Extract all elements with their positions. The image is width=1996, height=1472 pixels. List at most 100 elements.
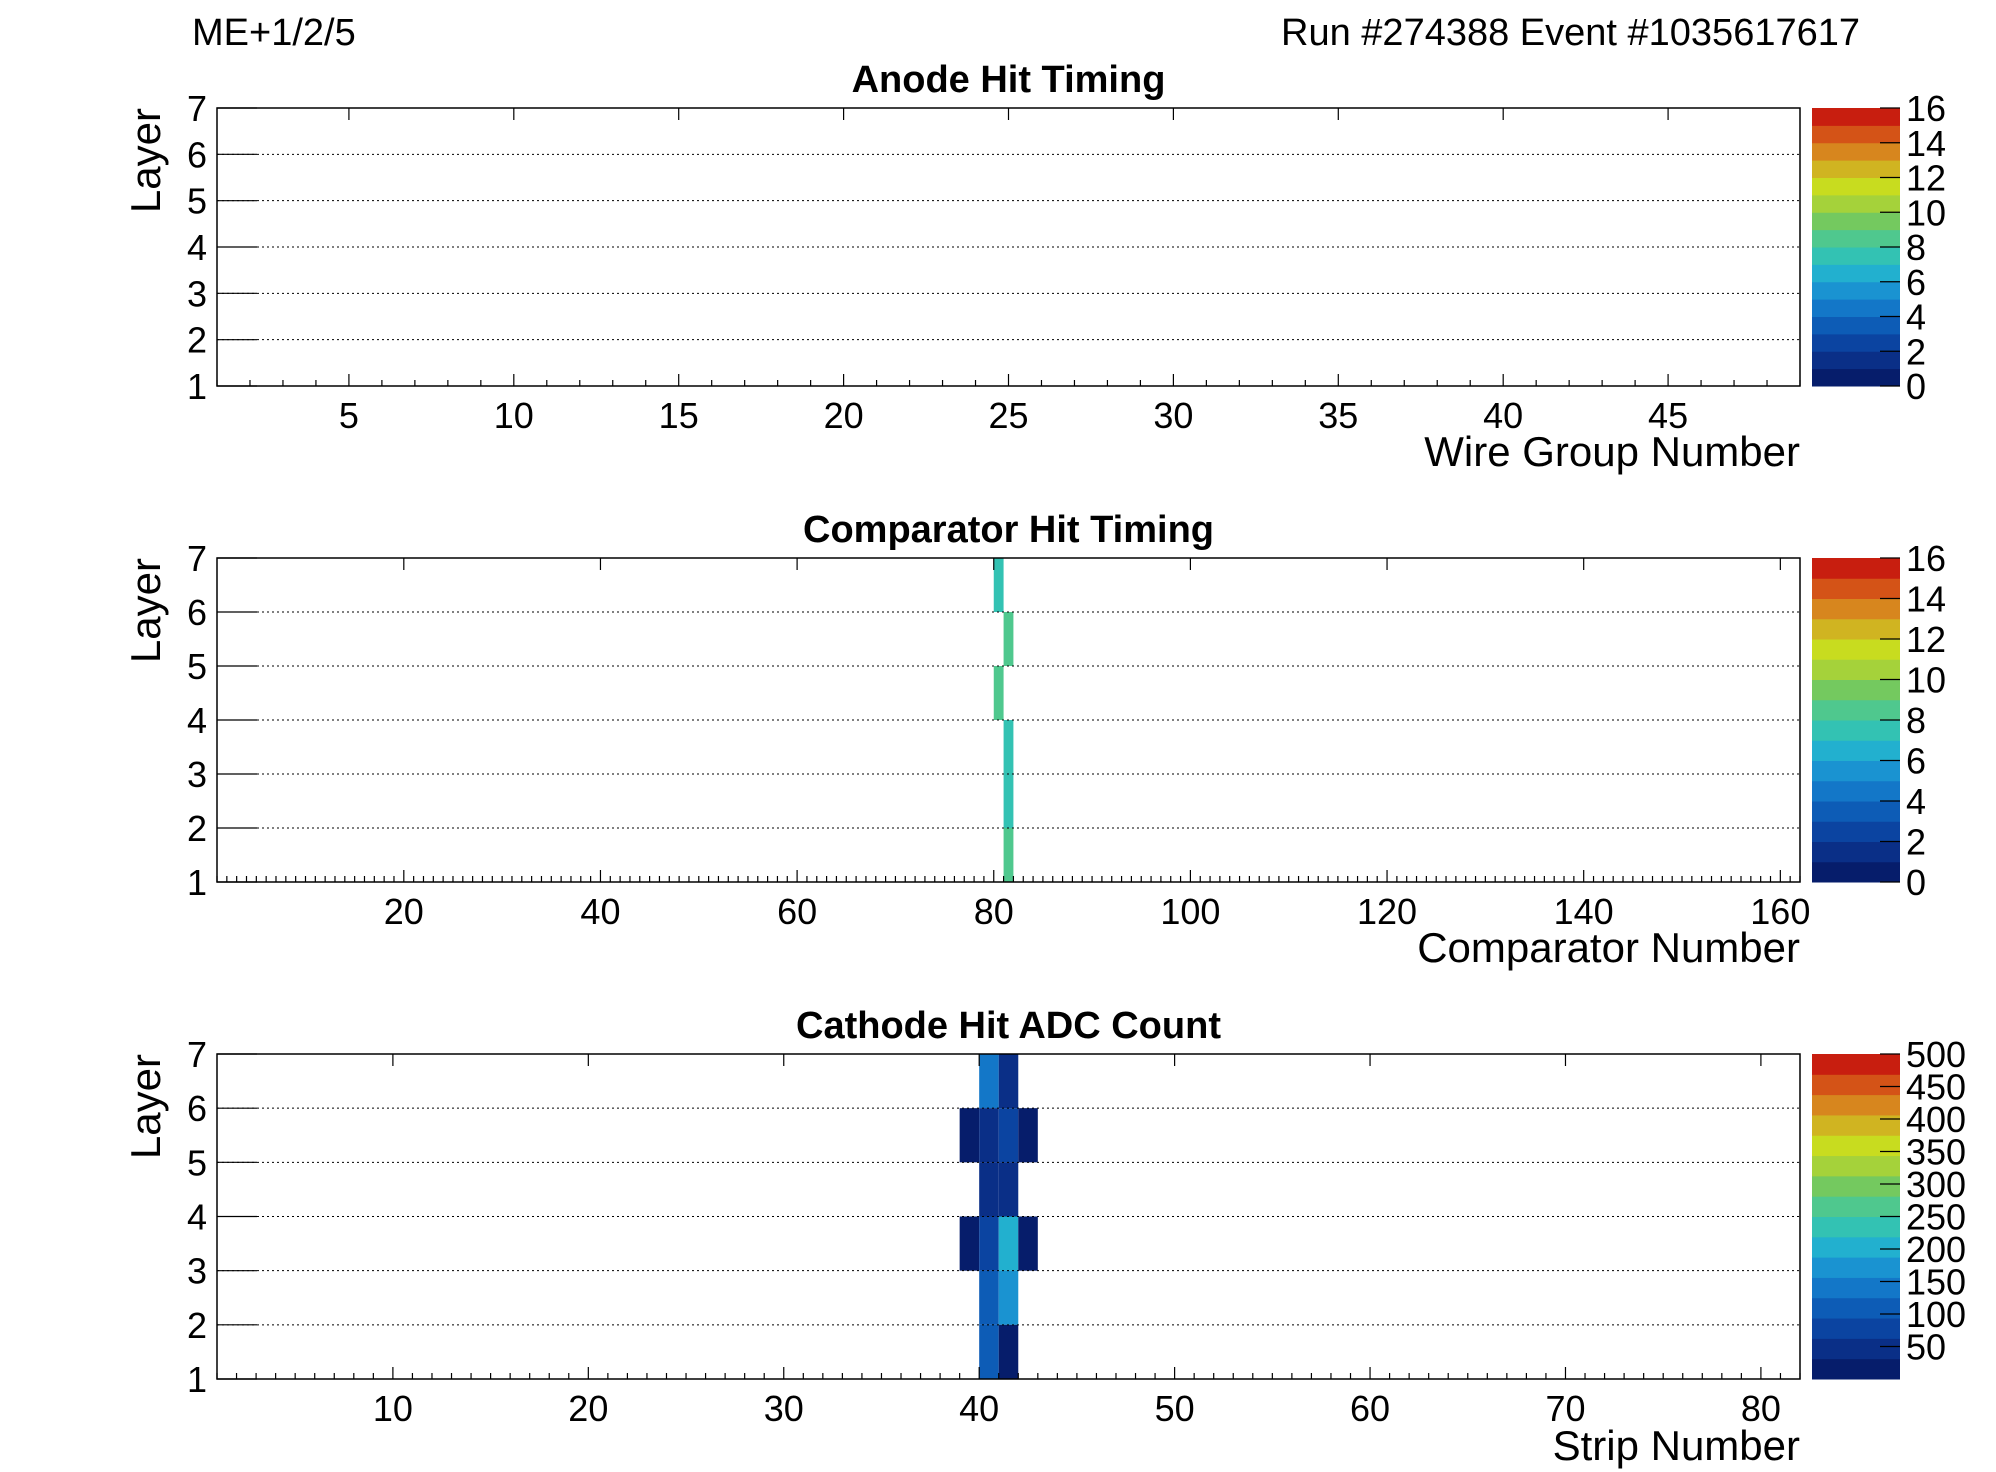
y-tick-label: 6 [187,592,207,633]
z-tick-label: 2 [1906,822,1926,863]
hit-cell [998,1108,1019,1163]
color-band [1812,1074,1900,1096]
z-tick-label: 450 [1906,1067,1966,1108]
x-tick-label: 160 [1750,891,1810,932]
z-tick-label: 4 [1906,781,1926,822]
color-band [1812,264,1900,283]
color-band [1812,1318,1900,1339]
z-tick-label: 250 [1906,1197,1966,1238]
color-band [1812,316,1900,335]
z-tick-label: 50 [1906,1327,1946,1368]
hit-cell [979,1270,999,1325]
z-tick-label: 150 [1906,1262,1966,1303]
x-tick-label: 30 [764,1388,804,1429]
z-tick-label: 8 [1906,227,1926,268]
z-tick-label: 6 [1906,741,1926,782]
z-tick-label: 0 [1906,862,1926,903]
y-axis-label: Layer [122,108,169,213]
y-tick-label: 4 [187,1197,207,1238]
color-band [1812,333,1900,352]
y-tick-label: 3 [187,754,207,795]
z-tick-label: 100 [1906,1294,1966,1335]
x-tick-label: 15 [659,395,699,436]
color-band [1812,1135,1900,1157]
color-band [1812,281,1900,300]
color-band [1812,1297,1900,1319]
hit-cell [998,1162,1019,1217]
hit-cell [1018,1108,1038,1163]
color-band [1812,618,1900,640]
hit-cell [1003,828,1014,882]
z-tick-label: 12 [1906,158,1946,199]
color-band [1812,1358,1900,1380]
x-tick-label: 20 [824,395,864,436]
hit-cell [1003,774,1014,828]
z-tick-label: 12 [1906,619,1946,660]
x-tick-label: 10 [373,1388,413,1429]
hit-cell [993,666,1004,720]
x-tick-label: 20 [568,1388,608,1429]
x-tick-label: 40 [1483,395,1523,436]
y-tick-label: 4 [187,700,207,741]
hit-cell [959,1216,980,1271]
color-band [1812,740,1900,761]
color-band [1812,194,1900,213]
color-band [1812,229,1900,248]
y-tick-label: 6 [187,134,207,175]
color-band [1812,1196,1900,1217]
plot-title: Cathode Hit ADC Count [796,1005,1221,1047]
x-tick-label: 25 [988,395,1028,436]
color-band [1812,578,1900,599]
y-tick-label: 2 [187,320,207,361]
color-band [1812,558,1900,579]
x-tick-label: 40 [580,891,620,932]
y-tick-label: 6 [187,1088,207,1129]
z-tick-label: 16 [1906,88,1946,129]
z-tick-label: 400 [1906,1099,1966,1140]
color-band [1812,351,1900,370]
x-tick-label: 50 [1155,1388,1195,1429]
hit-cell [998,1216,1019,1271]
color-band [1812,760,1900,782]
x-tick-label: 60 [777,891,817,932]
x-tick-label: 80 [974,891,1014,932]
color-band [1812,142,1900,161]
color-band [1812,679,1900,701]
hit-cell [959,1108,980,1163]
color-band [1812,801,1900,822]
hit-cell [979,1108,999,1163]
x-tick-label: 60 [1350,1388,1390,1429]
z-tick-label: 350 [1906,1132,1966,1173]
y-axis-label: Layer [122,1054,169,1159]
color-band [1812,821,1900,842]
z-tick-label: 10 [1906,192,1946,233]
y-tick-label: 5 [187,1142,207,1183]
z-tick-label: 500 [1906,1034,1966,1075]
hit-cell [979,1216,999,1271]
z-tick-label: 6 [1906,262,1926,303]
x-tick-label: 120 [1357,891,1417,932]
hit-cell [1003,612,1014,666]
plot-title: Anode Hit Timing [852,59,1166,101]
color-band [1812,368,1900,387]
x-tick-label: 70 [1545,1388,1585,1429]
color-band [1812,1277,1900,1299]
y-tick-label: 1 [187,1359,207,1400]
y-tick-label: 1 [187,862,207,903]
z-tick-label: 14 [1906,579,1946,620]
x-tick-label: 35 [1318,395,1358,436]
z-tick-label: 200 [1906,1229,1966,1270]
color-band [1812,1155,1900,1177]
hit-cell [1003,720,1014,774]
y-tick-label: 1 [187,366,207,407]
y-tick-label: 5 [187,181,207,222]
x-axis-label: Strip Number [1553,1422,1800,1469]
y-tick-label: 2 [187,808,207,849]
z-tick-label: 4 [1906,297,1926,338]
x-tick-label: 30 [1153,395,1193,436]
z-tick-label: 0 [1906,366,1926,407]
